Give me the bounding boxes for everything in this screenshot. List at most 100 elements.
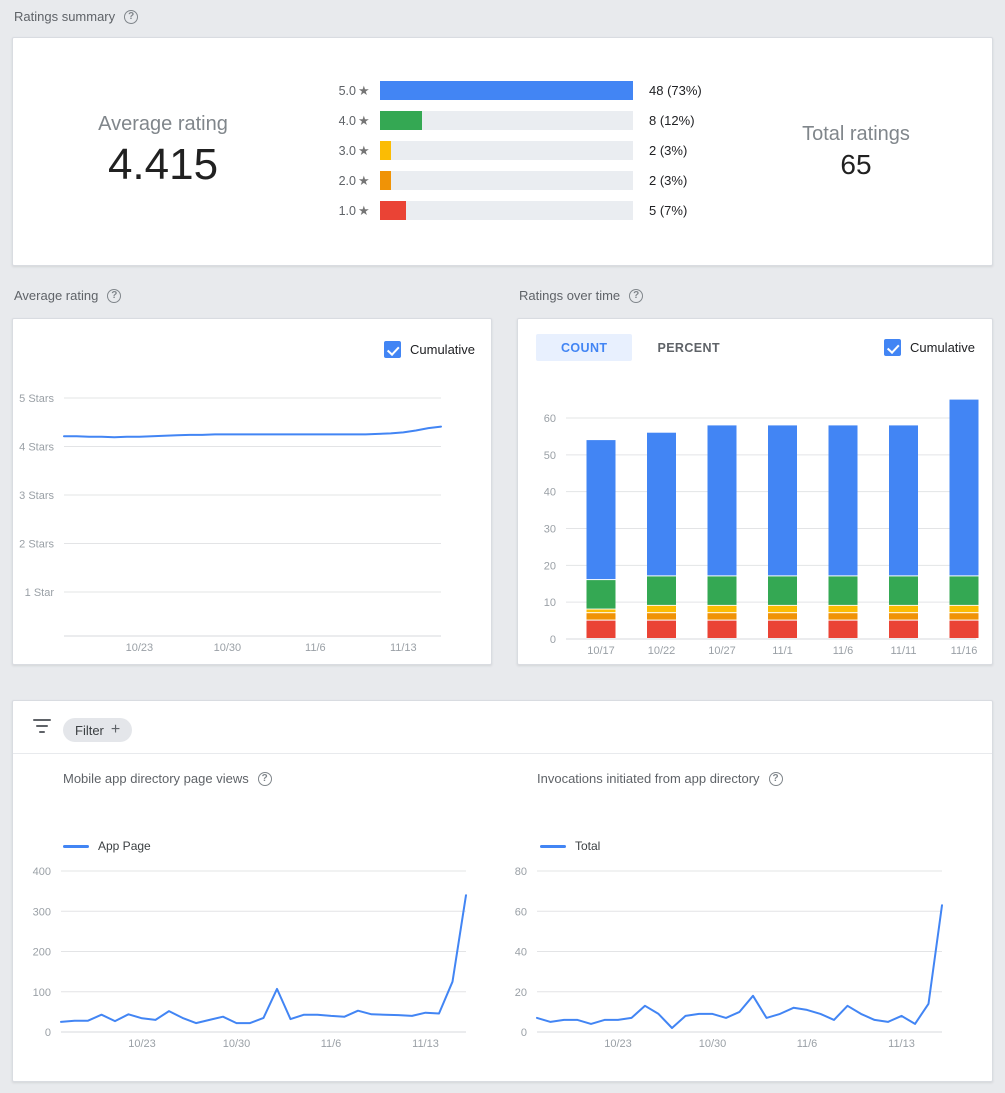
page-views-legend: App Page <box>63 839 151 853</box>
invocations-legend-label: Total <box>575 839 601 853</box>
rating-bar-track <box>380 111 633 130</box>
rating-bar-track <box>380 201 633 220</box>
filter-list-icon[interactable] <box>33 719 51 733</box>
page-title-text: Ratings summary <box>14 9 116 24</box>
svg-text:10/23: 10/23 <box>604 1038 632 1050</box>
svg-text:20: 20 <box>544 560 556 572</box>
svg-text:4 Stars: 4 Stars <box>19 442 54 454</box>
svg-text:11/6: 11/6 <box>321 1038 342 1050</box>
invocations-legend: Total <box>540 839 600 853</box>
rating-bar-track <box>380 171 633 190</box>
svg-text:10/23: 10/23 <box>126 642 154 654</box>
ratings-summary-card: Average rating 4.415 5.0 ★ 48 (73%) 4.0 ★ 8 (… <box>12 37 993 266</box>
star-level-label: 4.0 <box>338 113 356 128</box>
help-icon[interactable]: ? <box>107 288 122 303</box>
page-views-legend-label: App Page <box>98 839 151 853</box>
svg-text:11/1: 11/1 <box>772 645 793 657</box>
star-level-label: 5.0 <box>338 83 356 98</box>
svg-text:0: 0 <box>521 1027 527 1039</box>
invocations-chart-title: Invocations initiated from app directory… <box>537 771 783 786</box>
rating-bar-fill <box>380 201 407 220</box>
invocations-chart-title-text: Invocations initiated from app directory <box>537 771 760 786</box>
rating-distribution-row: 5.0 ★ 48 (73%) <box>326 81 702 100</box>
star-icon: ★ <box>358 142 370 158</box>
cumulative-checkbox-ratings-over-time[interactable]: Cumulative <box>884 339 975 356</box>
rating-bar-track <box>380 81 633 100</box>
svg-text:60: 60 <box>515 906 527 918</box>
svg-text:11/6: 11/6 <box>797 1038 818 1050</box>
svg-text:100: 100 <box>33 987 51 999</box>
page-views-chart-title-text: Mobile app directory page views <box>63 771 249 786</box>
svg-text:10: 10 <box>544 597 556 609</box>
filter-bar: Filter + <box>13 701 992 753</box>
cumulative-checkbox-label: Cumulative <box>910 340 976 355</box>
rating-count-label: 5 (7%) <box>649 203 688 218</box>
svg-text:400: 400 <box>33 866 51 878</box>
rating-count-label: 2 (3%) <box>649 143 688 158</box>
star-level-label: 3.0 <box>338 143 356 158</box>
star-icon: ★ <box>358 112 370 128</box>
svg-text:11/6: 11/6 <box>305 642 326 654</box>
svg-text:40: 40 <box>544 487 556 499</box>
divider <box>13 753 992 754</box>
rating-bar-fill <box>380 171 391 190</box>
invocations-line-chart: 0 20 40 60 80 10/23 10/30 11/6 11/13 <box>515 866 943 1050</box>
svg-text:40: 40 <box>515 947 527 959</box>
ratings-over-time-section-title: Ratings over time ? <box>519 288 644 303</box>
svg-text:200: 200 <box>33 947 51 959</box>
total-ratings-block: Total ratings 65 <box>718 38 994 265</box>
add-filter-button[interactable]: Filter + <box>63 718 133 742</box>
svg-text:3 Stars: 3 Stars <box>19 490 54 502</box>
checkbox-checked-icon[interactable] <box>884 339 901 356</box>
ratings-over-time-card: COUNT PERCENT Cumulative 0 10 20 30 40 50 60 10… <box>517 318 993 665</box>
rating-distribution-row: 3.0 ★ 2 (3%) <box>326 141 702 160</box>
svg-text:0: 0 <box>45 1027 51 1039</box>
svg-text:11/13: 11/13 <box>888 1038 915 1050</box>
cumulative-checkbox-label: Cumulative <box>410 342 476 357</box>
total-ratings-label: Total ratings <box>802 122 910 145</box>
svg-text:10/30: 10/30 <box>699 1038 727 1050</box>
cumulative-checkbox-average-rating[interactable]: Cumulative <box>384 341 475 358</box>
svg-text:30: 30 <box>544 524 556 536</box>
ratings-over-time-section-title-text: Ratings over time <box>519 288 621 303</box>
help-icon[interactable]: ? <box>768 771 783 786</box>
svg-text:0: 0 <box>550 634 556 646</box>
rating-bar-track <box>380 141 633 160</box>
svg-text:50: 50 <box>544 450 556 462</box>
svg-text:11/13: 11/13 <box>390 642 417 654</box>
average-rating-line-chart: 5 Stars 4 Stars 3 Stars 2 Stars 1 Star 10/23 1… <box>19 393 442 654</box>
checkbox-checked-icon[interactable] <box>384 341 401 358</box>
svg-text:300: 300 <box>33 906 51 918</box>
help-icon[interactable]: ? <box>257 771 272 786</box>
average-rating-chart-card: Cumulative 5 Stars 4 Stars 3 Stars 2 Stars 1… <box>12 318 492 665</box>
tab-count[interactable]: COUNT <box>536 334 633 361</box>
page-views-line-chart: 0 100 200 300 400 10/23 10/30 11/6 11/13 <box>33 866 467 1050</box>
rating-count-label: 2 (3%) <box>649 173 688 188</box>
average-rating-section-title-text: Average rating <box>14 288 99 303</box>
rating-distribution-row: 2.0 ★ 2 (3%) <box>326 171 702 190</box>
help-icon[interactable]: ? <box>124 9 139 24</box>
help-icon[interactable]: ? <box>629 288 644 303</box>
svg-text:10/30: 10/30 <box>223 1038 251 1050</box>
rating-count-label: 8 (12%) <box>649 113 695 128</box>
star-level-label: 1.0 <box>338 203 356 218</box>
rating-bar-fill <box>380 141 391 160</box>
directory-metrics-card: Filter + Mobile app directory page views… <box>12 700 993 1082</box>
rating-bar-fill <box>380 111 423 130</box>
ratings-over-time-bar-chart: 0 10 20 30 40 50 60 10/17 10/22 10/27 11/1 11/6 11/1… <box>544 399 979 657</box>
page-views-chart-title: Mobile app directory page views ? <box>63 771 272 786</box>
svg-text:60: 60 <box>544 413 556 425</box>
svg-text:1 Star: 1 Star <box>25 587 55 599</box>
star-level-label: 2.0 <box>338 173 356 188</box>
ratings-over-time-tabs: COUNT PERCENT <box>536 334 745 361</box>
average-rating-label: Average rating <box>98 113 228 135</box>
svg-text:2 Stars: 2 Stars <box>19 539 54 551</box>
svg-text:10/27: 10/27 <box>708 645 736 657</box>
svg-text:11/11: 11/11 <box>891 645 917 657</box>
svg-text:5 Stars: 5 Stars <box>19 393 54 405</box>
star-icon: ★ <box>358 172 370 188</box>
legend-line-icon <box>540 844 566 848</box>
tab-percent[interactable]: PERCENT <box>657 340 720 355</box>
filter-chip-label: Filter <box>75 722 104 738</box>
